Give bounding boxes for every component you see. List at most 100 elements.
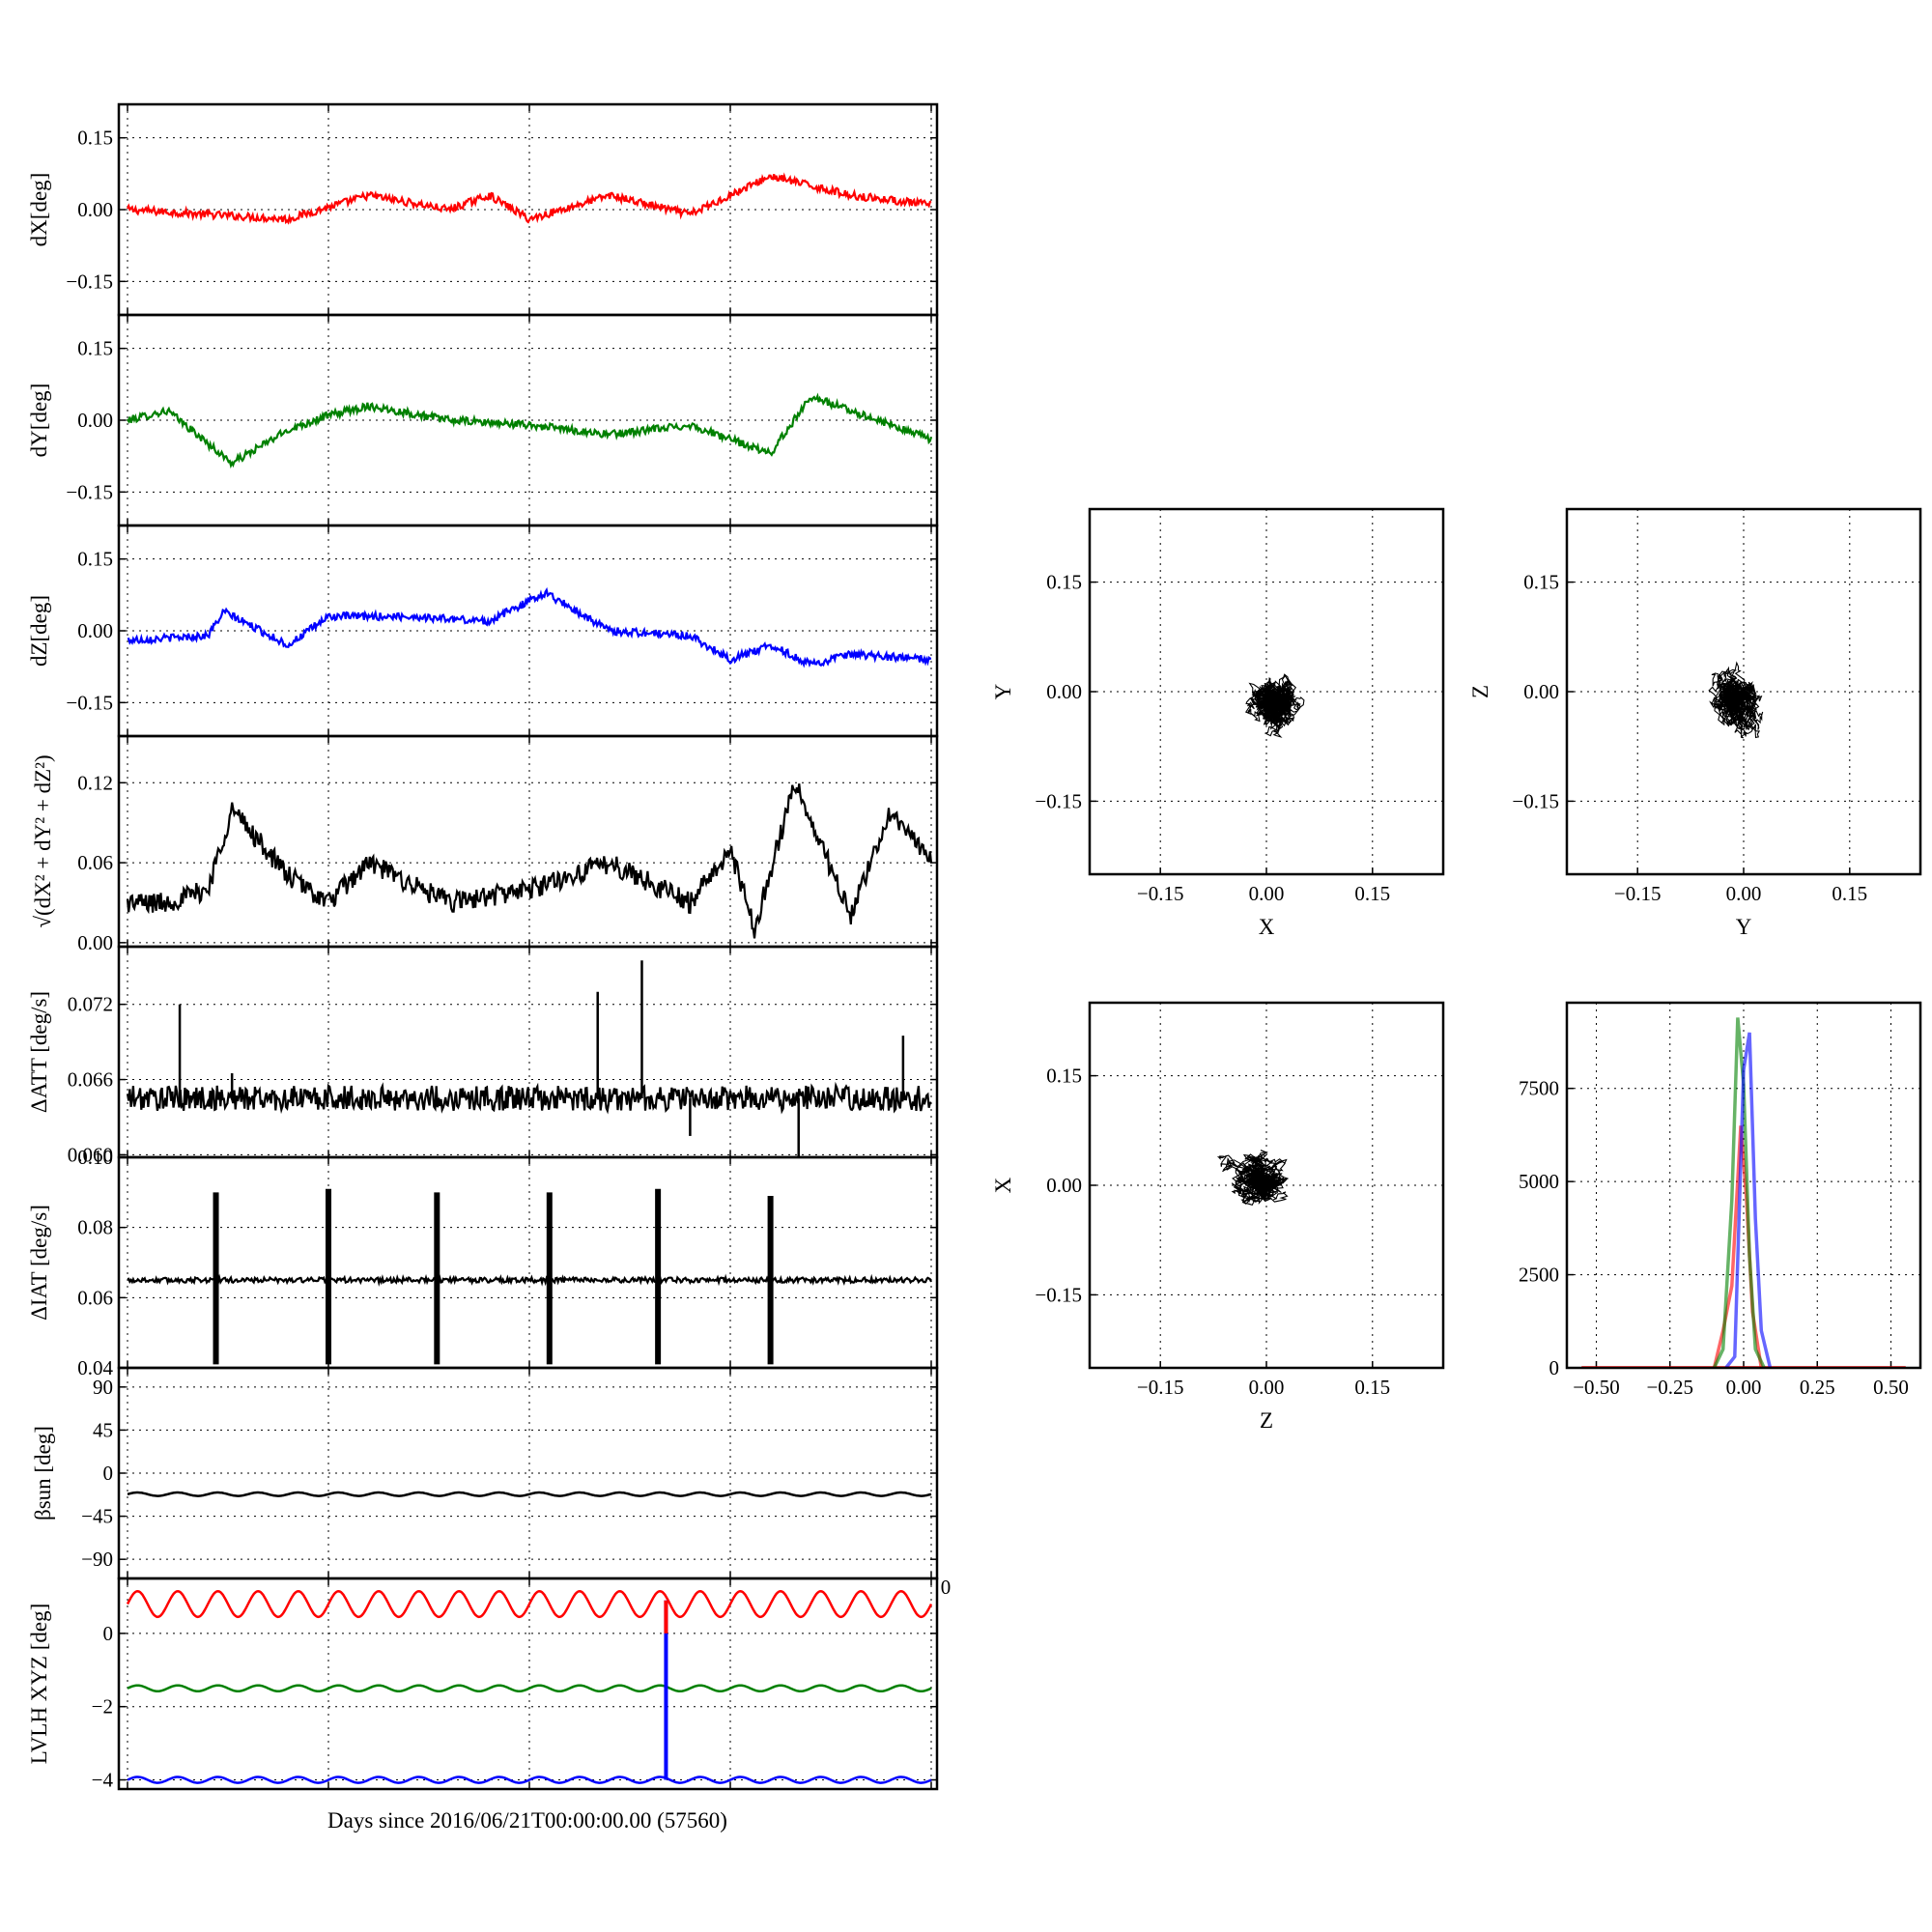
x-tick-label: 0.50 — [1873, 1376, 1909, 1399]
y-tick-label: −45 — [81, 1505, 113, 1528]
y-axis-label: LVLH XYZ [deg] — [27, 1604, 51, 1765]
y-tick-label: 0.15 — [1046, 571, 1082, 594]
y-tick-label: 0.15 — [77, 337, 113, 360]
y-axis-label: X — [991, 1177, 1015, 1193]
y-tick-label: 0.15 — [1523, 571, 1559, 594]
series-line-lvlh — [126, 1590, 933, 1619]
series-line-lvlh — [127, 1776, 932, 1784]
y-tick-label: 0.10 — [77, 1146, 113, 1169]
x-tick-label: −0.25 — [1646, 1376, 1693, 1399]
y-tick-label: 0.00 — [77, 409, 113, 432]
axes-frame — [117, 945, 939, 1159]
series-line-beta — [127, 1491, 932, 1497]
axes-frame — [1565, 1001, 1922, 1370]
panel-dATT: 0.060 0.066 0.072 ΔATT [deg/s] — [27, 945, 939, 1166]
panel-dX: −0.15 0.00 0.15 dX[deg] — [27, 102, 939, 317]
y-tick-label: 0 — [1549, 1356, 1560, 1379]
y-tick-label: 0.08 — [77, 1216, 113, 1239]
panel-dY: −0.15 0.00 0.15 dY[deg] — [27, 313, 939, 527]
y-tick-label: 2500 — [1519, 1264, 1559, 1287]
y-tick-label: 0.060 — [68, 1143, 113, 1166]
y-tick-label: 0.15 — [77, 127, 113, 150]
y-tick-label: 0.00 — [1046, 1174, 1082, 1197]
y-tick-label: 7500 — [1519, 1077, 1559, 1100]
y-axis-label: dY[deg] — [27, 384, 51, 458]
axes-frame — [1088, 507, 1445, 876]
series-line-dIAT — [127, 1273, 933, 1287]
x-tick-label: 0.15 — [1832, 882, 1867, 905]
stray-tick-label: 0 — [941, 1576, 952, 1599]
y-tick-label: −0.15 — [66, 480, 113, 503]
y-tick-label: −0.15 — [1035, 1283, 1082, 1306]
axes-frame — [117, 734, 939, 949]
series-line-dY — [127, 392, 933, 469]
y-tick-label: 0.00 — [1523, 680, 1559, 703]
series-line-dATT — [126, 1081, 932, 1115]
y-axis-label: Z — [1468, 685, 1492, 698]
y-tick-label: 0.04 — [77, 1356, 113, 1379]
panel-dZ: −0.15 0.00 0.15 dZ[deg] — [27, 524, 939, 738]
panel-norm: 0.00 0.06 0.12 √(dX² + dY² + dZ²) — [31, 734, 939, 954]
x-tick-label: 0.00 — [1726, 882, 1762, 905]
y-tick-label: 0.06 — [77, 851, 113, 874]
y-axis-label: βsun [deg] — [31, 1426, 55, 1520]
x-tick-label: 0.15 — [1354, 1376, 1390, 1399]
y-tick-label: 45 — [93, 1418, 113, 1441]
y-tick-label: 0.00 — [77, 619, 113, 642]
axes-frame — [117, 1155, 939, 1370]
y-tick-label: 0.066 — [68, 1068, 113, 1092]
y-tick-label: 0 — [103, 1462, 114, 1485]
x-axis-label: Z — [1260, 1408, 1273, 1433]
y-axis-label: ΔATT [deg/s] — [27, 991, 51, 1113]
x-tick-label: −0.15 — [1137, 1376, 1184, 1399]
panel-dIAT: 0.04 0.06 0.08 0.10 ΔIAT [deg/s] — [27, 1146, 939, 1379]
y-tick-label: −0.15 — [1512, 789, 1559, 812]
y-axis-label: dX[deg] — [27, 173, 51, 247]
x-tick-label: 0.00 — [1249, 882, 1285, 905]
y-tick-label: 0.06 — [77, 1286, 113, 1309]
x-tick-label: 0.00 — [1726, 1376, 1762, 1399]
x-tick-label: −0.50 — [1573, 1376, 1620, 1399]
y-axis-label: ΔIAT [deg/s] — [27, 1205, 51, 1321]
panel-scatter_zx: −0.15 0.00 0.15 −0.15 0.00 0.15 Z X — [991, 1001, 1445, 1433]
series-line-norm — [126, 783, 933, 939]
x-tick-label: −0.15 — [1137, 882, 1184, 905]
scatter-trace — [1244, 673, 1305, 738]
y-tick-label: 90 — [93, 1376, 113, 1399]
axes-frame — [1088, 1001, 1445, 1370]
x-axis-label: X — [1259, 915, 1275, 939]
axes-frame — [1565, 507, 1922, 876]
panel-beta: −90 −45 0 45 90 βsun [deg] — [31, 1366, 939, 1580]
x-tick-label: 0.00 — [1249, 1376, 1285, 1399]
scatter-trace — [1708, 661, 1764, 739]
histogram-series-green — [1712, 1017, 1766, 1368]
x-tick-label: 0.15 — [1354, 882, 1390, 905]
series-line-lvlh — [127, 1684, 932, 1693]
panel-scatter_yz: −0.15 0.00 0.15 −0.15 0.00 0.15 Y Z — [1468, 507, 1922, 939]
y-tick-label: −90 — [81, 1548, 113, 1571]
series-line-dZ — [127, 586, 932, 668]
y-axis-label: √(dX² + dY² + dZ²) — [31, 754, 55, 927]
series-line-dX — [126, 172, 932, 225]
y-tick-label: 0.00 — [77, 931, 113, 954]
y-tick-label: −0.15 — [66, 691, 113, 714]
y-tick-label: 0.12 — [77, 771, 113, 794]
scatter-and-histogram-panels: −0.15 0.00 0.15 −0.15 0.00 0.15 X Y −0.15 0.00 0.1… — [991, 507, 1922, 1433]
y-tick-label: −2 — [92, 1695, 113, 1719]
y-tick-label: −4 — [92, 1769, 114, 1792]
time-series-stack: −0.15 0.00 0.15 dX[deg] −0.15 0.00 0.15 dY[deg]… — [27, 102, 939, 1792]
scatter-trace — [1216, 1150, 1289, 1206]
y-tick-label: 0 — [103, 1622, 114, 1645]
x-tick-label: 0.25 — [1800, 1376, 1835, 1399]
y-tick-label: −0.15 — [1035, 789, 1082, 812]
y-axis-label: Y — [991, 683, 1015, 699]
y-tick-label: 5000 — [1519, 1170, 1559, 1193]
y-tick-label: 0.00 — [77, 198, 113, 221]
histogram-series-blue — [1724, 1032, 1773, 1368]
x-tick-label: −0.15 — [1614, 882, 1662, 905]
y-tick-label: −0.15 — [66, 270, 113, 293]
axes-frame — [117, 1577, 939, 1791]
y-tick-label: 0.15 — [77, 548, 113, 571]
y-tick-label: 0.15 — [1046, 1065, 1082, 1088]
